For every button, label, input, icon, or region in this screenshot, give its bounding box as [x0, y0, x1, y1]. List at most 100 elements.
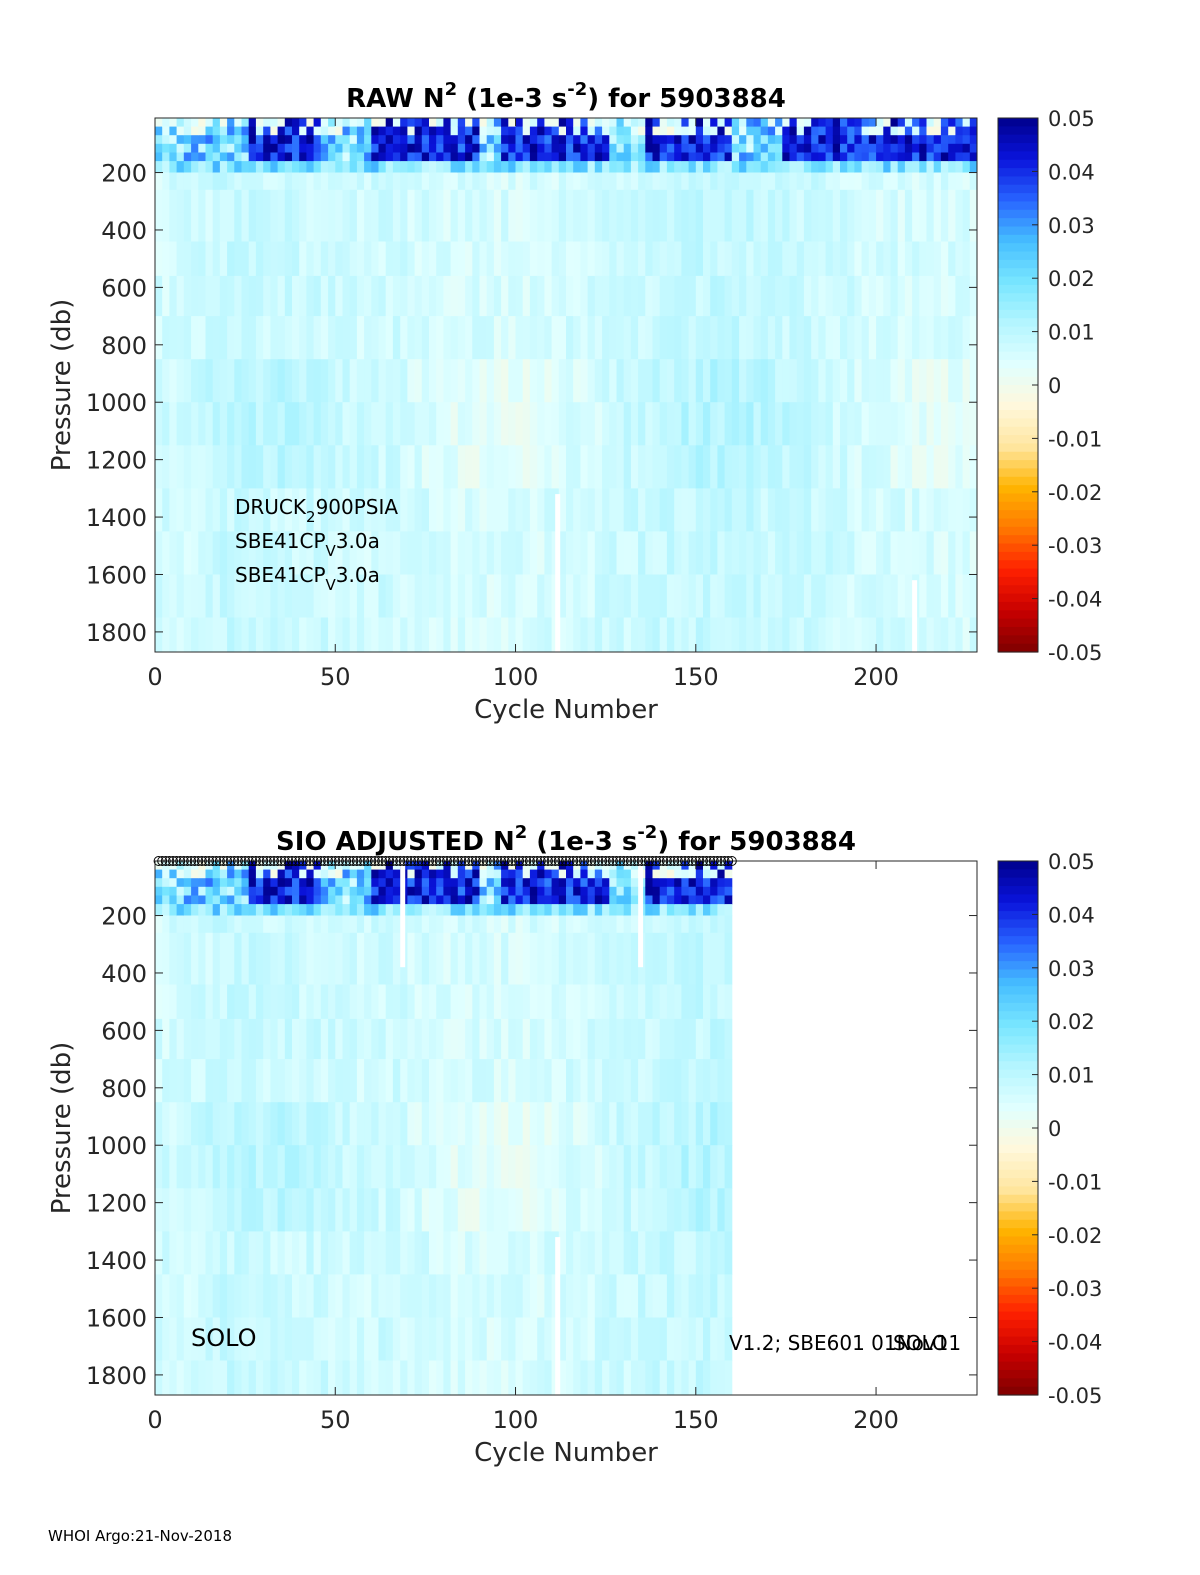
heatmap-cell: [371, 1018, 379, 1060]
heatmap-cell: [717, 869, 726, 879]
heatmap-cell: [558, 869, 567, 879]
qc-marker: [178, 856, 189, 866]
heatmap-cell: [529, 152, 538, 162]
heatmap-cell: [760, 241, 769, 277]
heatmap-cell: [645, 1188, 653, 1232]
heatmap-cell: [883, 617, 891, 653]
heatmap-cell: [436, 275, 444, 317]
heatmap-cell: [162, 886, 170, 896]
heatmap-cell: [695, 617, 704, 653]
heatmap-cell: [328, 895, 336, 905]
heatmap-cell: [191, 152, 199, 162]
heatmap-cell: [717, 878, 726, 888]
heatmap-cell: [241, 126, 250, 136]
heatmap-cell: [479, 1145, 488, 1189]
heatmap-cell: [789, 531, 798, 575]
colorbar-segment: [998, 543, 1038, 553]
adjusted-x-ticks: 0 50 100 150 200: [147, 861, 899, 1434]
heatmap-cell: [183, 915, 192, 934]
heatmap-cell: [933, 118, 942, 128]
heatmap-cell: [450, 878, 459, 888]
heatmap-cell: [537, 1188, 545, 1232]
heatmap-cell: [638, 1231, 646, 1275]
heatmap-cell: [465, 878, 473, 888]
heatmap-cell: [392, 126, 401, 136]
heatmap-cell: [176, 1018, 185, 1060]
heatmap-cell: [767, 135, 776, 145]
heatmap-cell: [551, 135, 560, 145]
heatmap-cell: [443, 1145, 452, 1189]
heatmap-cell: [688, 1059, 697, 1103]
heatmap-cell: [421, 126, 430, 136]
heatmap-cell: [537, 904, 545, 917]
heatmap-cell: [508, 445, 516, 489]
heatmap-cell: [847, 488, 855, 532]
heatmap-cell: [847, 189, 855, 214]
heatmap-cell: [299, 1145, 307, 1189]
heatmap-cell: [522, 172, 531, 191]
heatmap-cell: [630, 1145, 639, 1189]
heatmap-cell: [731, 241, 740, 277]
heatmap-cell: [544, 161, 553, 174]
heatmap-cell: [739, 135, 747, 145]
heatmap-cell: [897, 402, 906, 446]
heatmap-cell: [248, 118, 257, 128]
heatmap-cell: [767, 359, 776, 403]
heatmap-cell: [955, 402, 964, 446]
heatmap-cell: [746, 531, 754, 575]
heatmap-cell: [270, 617, 279, 653]
heatmap-cell: [652, 1360, 661, 1396]
heatmap-cell: [465, 488, 473, 532]
heatmap-cell: [421, 1274, 430, 1318]
heatmap-cell: [414, 488, 423, 532]
heatmap-cell: [688, 1018, 697, 1060]
heatmap-cell: [385, 574, 394, 619]
heatmap-cell: [796, 241, 805, 277]
heatmap-cell: [176, 445, 185, 489]
heatmap-cell: [955, 212, 964, 242]
heatmap-cell: [356, 1274, 365, 1318]
heatmap-cell: [645, 915, 653, 934]
heatmap-cell: [248, 152, 257, 162]
heatmap-cell: [465, 359, 473, 403]
heatmap-cell: [515, 895, 524, 905]
heatmap-cell: [695, 189, 704, 214]
heatmap-cell: [284, 1360, 293, 1396]
heatmap-cell: [630, 1317, 639, 1362]
heatmap-cell: [306, 1018, 315, 1060]
heatmap-cell: [501, 189, 509, 214]
heatmap-cell: [371, 445, 379, 489]
heatmap-cell: [652, 869, 661, 879]
heatmap-cell: [544, 1018, 553, 1060]
heatmap-cell: [465, 531, 473, 575]
heatmap-cell: [710, 241, 718, 277]
heatmap-cell: [508, 402, 516, 446]
heatmap-cell: [796, 617, 805, 653]
heatmap-cell: [176, 359, 185, 403]
heatmap-cell: [710, 135, 718, 145]
heatmap-cell: [515, 1145, 524, 1189]
heatmap-cell: [183, 531, 192, 575]
heatmap-cell: [803, 152, 812, 162]
colorbar-segment: [998, 1178, 1038, 1187]
heatmap-cell: [710, 212, 718, 242]
heatmap-cell: [666, 118, 675, 128]
heatmap-cell: [486, 1018, 495, 1060]
heatmap-cell: [169, 189, 178, 214]
heatmap-cell: [263, 895, 271, 905]
heatmap-cell: [652, 212, 661, 242]
heatmap-cell: [212, 212, 221, 242]
heatmap-cell: [616, 143, 625, 153]
colorbar-segment: [998, 877, 1038, 887]
heatmap-cell: [378, 531, 387, 575]
heatmap-cell: [789, 275, 798, 317]
heatmap-cell: [616, 1360, 625, 1396]
heatmap-cell: [486, 488, 495, 532]
colorbar-segment: [998, 1111, 1038, 1121]
heatmap-cell: [508, 878, 516, 888]
heatmap-cell: [450, 1145, 459, 1189]
heatmap-cell: [803, 617, 812, 653]
colorbar-segment: [998, 209, 1038, 219]
heatmap-cell: [277, 161, 286, 174]
heatmap-cell: [429, 915, 437, 934]
